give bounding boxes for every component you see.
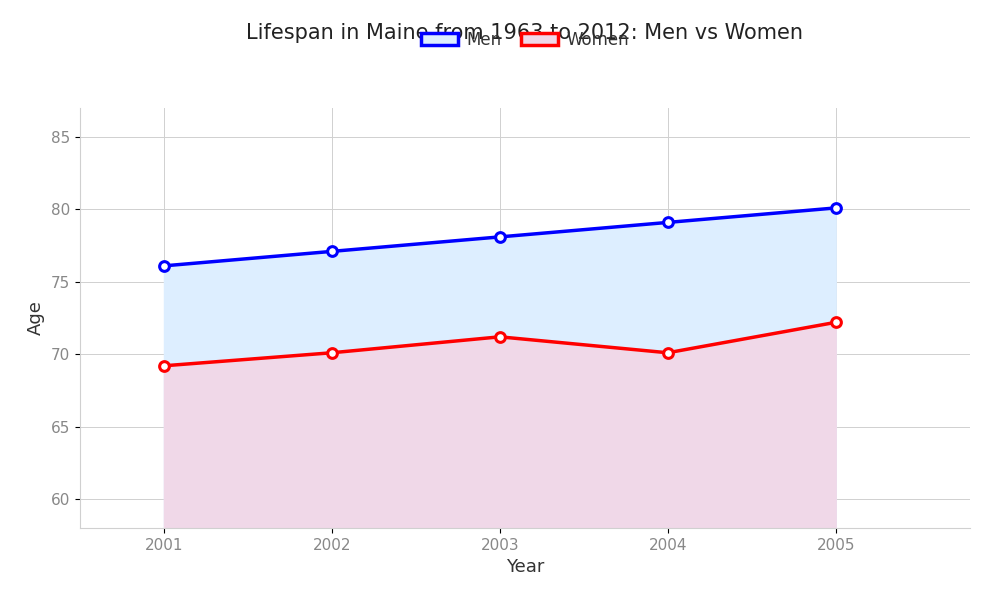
Title: Lifespan in Maine from 1963 to 2012: Men vs Women: Lifespan in Maine from 1963 to 2012: Men… (246, 23, 804, 43)
X-axis label: Year: Year (506, 558, 544, 576)
Y-axis label: Age: Age (27, 301, 45, 335)
Legend: Men, Women: Men, Women (414, 24, 636, 55)
